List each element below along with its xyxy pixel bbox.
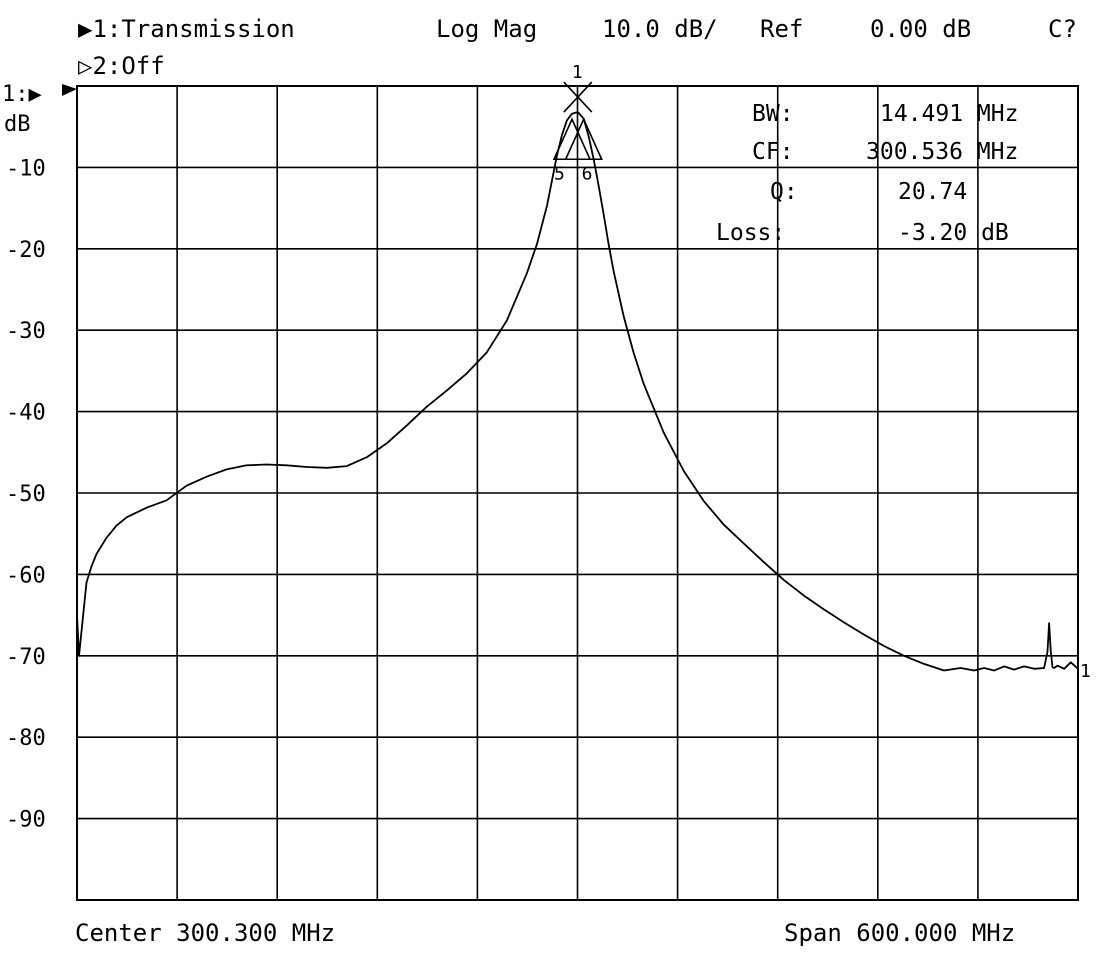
trace-end-label: 1 (1080, 661, 1091, 682)
ref-label: Ref (760, 15, 803, 43)
bw-label: BW: (752, 101, 794, 127)
y-tick-label: -70 (6, 645, 46, 670)
trace2-label: ▷2:Off (78, 52, 165, 80)
y-tick-label: -30 (6, 319, 46, 344)
marker-1-cross-b (563, 81, 593, 113)
y-tick-label: -80 (6, 726, 46, 751)
loss-label: Loss: (716, 220, 785, 246)
y-tick-label: -60 (6, 563, 46, 588)
center-frequency: Center 300.300 MHz (75, 919, 335, 947)
cf-label: CF: (752, 139, 794, 165)
y-tick-label: -40 (6, 401, 46, 426)
scale-label: 10.0 dB/ (602, 15, 718, 43)
trace-layer (76, 111, 1079, 672)
marker-1-label: 1 (572, 62, 583, 83)
q-label: Q: (770, 179, 798, 205)
unit-label: dB (4, 112, 31, 137)
y-tick-label: -10 (6, 156, 46, 181)
bw-value: 14.491 MHz (880, 101, 1018, 127)
cf-value: 300.536 MHz (866, 139, 1018, 165)
y-tick-label: -90 (6, 808, 46, 833)
trace1-label: ▶1:Transmission (78, 15, 295, 43)
marker-5-triangle (552, 117, 592, 161)
span-frequency: Span 600.000 MHz (784, 919, 1015, 947)
cal-status: C? (1048, 15, 1077, 43)
reference-position-arrow (62, 84, 77, 96)
plot-grid (77, 86, 1078, 900)
marker-5-label: 5 (554, 163, 565, 184)
ref-value: 0.00 dB (870, 15, 971, 43)
y-tick-label: -20 (6, 238, 46, 263)
marker-6-triangle (564, 117, 603, 161)
ref-marker-label: 1:▶ (2, 82, 42, 107)
y-tick-label: -50 (6, 482, 46, 507)
format-label: Log Mag (436, 15, 537, 43)
marker-layer: 15 61 (62, 62, 1091, 682)
transmission-trace (76, 111, 1079, 672)
y-axis-ticks: -10 -20 -30 -40 -50 -60 -70 -80 -90 (6, 156, 46, 832)
marker-6-label: 6 (582, 163, 593, 184)
loss-value: -3.20 dB (898, 220, 1009, 246)
q-value: 20.74 (898, 179, 967, 205)
